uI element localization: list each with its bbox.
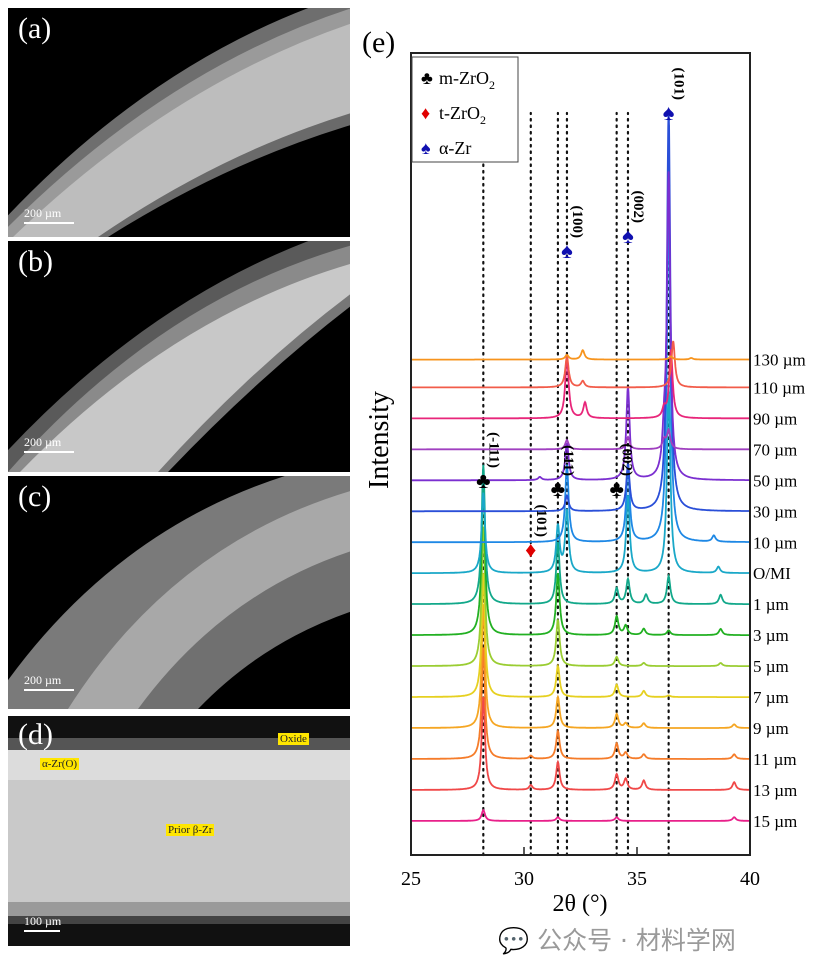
y-axis-label: Intensity [364,391,395,489]
trace-label: 7 µm [753,688,789,707]
trace-label: 9 µm [753,719,789,738]
phase-marker-icon: ♠ [561,238,573,263]
trace-1-m [411,464,750,605]
phase-marker-icon: ♣ [551,476,565,501]
trace-label: O/MI [753,564,791,583]
x-axis-label: 2θ (°) [552,891,607,917]
prior-beta-zr-tag: Prior β-Zr [166,824,215,836]
phase-marker-icon: ♠ [622,223,634,248]
panel-label-e: (e) [362,26,395,59]
watermark: 💬 公众号 · 材料学网 [498,926,736,955]
trace-label: 5 µm [753,657,789,676]
phase-marker-icon: ♣ [476,468,490,493]
scale-bar-text: 200 µm [24,673,62,687]
hkl-label: (111) [560,445,576,476]
micrograph-a-image [8,8,350,237]
legend-symbol-icon: ♦ [421,103,430,123]
legend-symbol-icon: ♣ [421,68,433,88]
watermark-text: 公众号 · 材料学网 [537,926,736,955]
hkl-label: (101) [671,68,687,101]
trace-label: 30 µm [753,502,797,521]
x-tick-label: 35 [627,868,647,890]
trace-10-m [411,201,750,544]
hkl-label: (100) [569,206,585,239]
trace-label: 1 µm [753,595,789,614]
x-tick-label: 40 [740,868,760,890]
scale-bar-d: 100 µm [24,914,61,932]
micrograph-panel-a: (a) 200 µm [8,8,350,237]
x-tick-label: 30 [514,868,534,890]
trace-label: 50 µm [753,471,797,490]
panel-label-d: (d) [18,718,53,751]
trace-70-m [411,427,750,451]
trace-11-m [411,647,750,760]
panel-label-c: (c) [18,480,52,513]
trace-9-m [411,604,750,729]
trace-label: 90 µm [753,409,797,428]
trace-label: 10 µm [753,533,797,552]
trace-label: 15 µm [753,812,797,831]
phase-marker-icon: ♦ [525,537,536,562]
trace-label: 13 µm [753,781,797,800]
trace-50-m [411,171,750,482]
micrograph-b-image [8,241,350,472]
trace-5-m [411,526,750,667]
panel-label-a: (a) [18,12,52,45]
trace-label: 3 µm [753,626,789,645]
trace-15-m [411,808,750,822]
scale-bar-b: 200 µm [24,435,74,453]
scale-bar-text: 100 µm [24,914,62,928]
alpha-zr-o-tag: α-Zr(O) [40,758,80,770]
hkl-label: (101) [533,505,549,538]
legend-label: α-Zr [439,138,471,158]
scale-bar-text: 200 µm [24,435,62,449]
trace-label: 70 µm [753,440,797,459]
wechat-icon: 💬 [498,926,530,955]
trace-130-m [411,348,750,361]
micrograph-panel-b: (b) 200 µm [8,241,350,472]
x-tick-label: 25 [401,868,421,890]
trace-label: 110 µm [753,378,805,397]
trace-label: 130 µm [753,351,806,370]
scale-bar-text: 200 µm [24,206,62,220]
micrograph-panel-d: (d) Oxide α-Zr(O) Prior β-Zr 100 µm [8,716,350,946]
hkl-label: (-111) [485,432,501,468]
panel-label-b: (b) [18,245,53,278]
trace-o-mi [411,387,750,574]
scale-bar-a: 200 µm [24,206,74,224]
phase-marker-icon: ♠ [663,100,675,125]
trace-3-m [411,480,750,636]
micrograph-c-image [8,476,350,709]
phase-marker-icon: ♣ [609,476,623,501]
trace-13-m [411,696,750,791]
legend-box [411,56,519,163]
micrograph-panel-c: (c) 200 µm [8,476,350,709]
hkl-label: (002) [630,191,646,224]
trace-90-m [411,349,750,420]
trace-110-m [411,340,750,389]
traces [411,108,750,822]
legend-symbol-icon: ♠ [421,138,431,158]
plot-frame [410,52,751,856]
scale-bar-c: 200 µm [24,673,74,691]
oxide-tag: Oxide [278,733,309,745]
hkl-label: (002) [619,444,635,477]
trace-30-m [411,108,750,513]
trace-7-m [411,573,750,698]
trace-label: 11 µm [753,750,797,769]
